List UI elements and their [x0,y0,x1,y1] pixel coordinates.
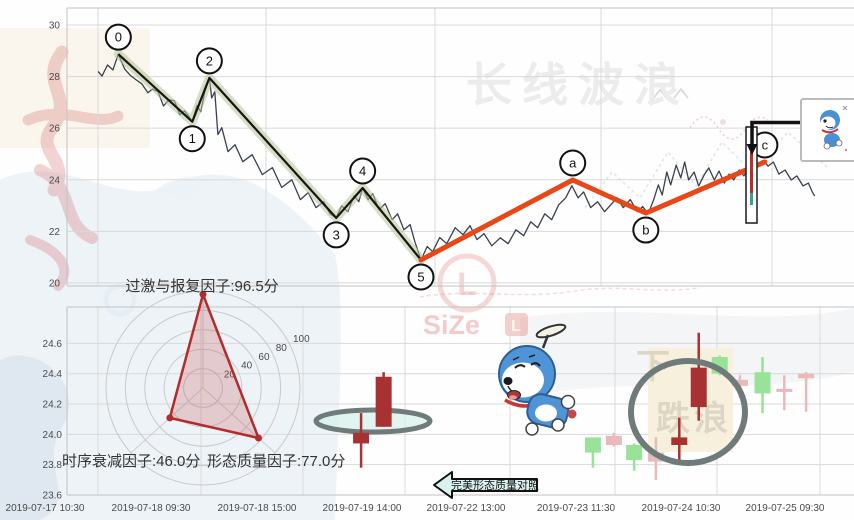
y-axis-tick-label: 23.6 [43,491,63,502]
y-axis-tick-label: 30 [49,21,61,32]
candle-body [755,372,771,393]
pattern-quality-factor-label: 形态质量因子:77.0分 [207,453,345,470]
wave-label-text: 1 [189,131,196,146]
y-axis-tick-label: 24 [49,175,61,186]
ellipse-annotation [316,410,430,432]
wave-label-text: 2 [206,53,213,68]
y-axis-tick-label: 24.4 [43,369,63,380]
y-axis-tick-label: 24.2 [43,400,63,411]
wave-label-text: 0 [115,30,122,45]
radar-tick-label: 80 [276,343,288,354]
x-axis-tick-label: 2019-07-25 09:30 [746,503,825,514]
size-logo-letter: L [457,266,477,302]
candle-body [798,374,814,379]
radar-tick-label: 100 [293,334,310,345]
candle-body [585,437,601,452]
radar-vertex-dot [255,434,262,441]
y-axis-tick-label: 26 [49,124,61,135]
y-axis-tick-label: 24.6 [43,339,63,350]
overreaction-factor-label: 过激与报复因子:96.5分 [125,277,278,295]
y-axis-tick-label: 22 [49,227,61,238]
candle-body [671,437,687,445]
candle-body [626,445,642,460]
x-axis-tick-label: 2019-07-22 13:00 [427,503,506,514]
stock-wave-chart-page: 长线波浪 L SiZe L 20222426283023.623.824.024… [0,0,854,520]
x-axis-tick-label: 2019-07-19 14:00 [323,503,402,514]
candle-body [606,436,622,445]
y-axis-tick-label: 20 [49,278,61,289]
candle-body [376,377,392,427]
x-axis-tick-label: 2019-07-18 15:00 [218,503,297,514]
wave-label-text: 5 [417,269,424,284]
wave-label-text: b [642,223,649,238]
candle-body [691,368,707,407]
y-axis-tick-label: 24.0 [43,430,63,441]
wave-label-text: 3 [333,227,340,242]
x-axis-tick-label: 2019-07-23 11:30 [537,503,616,514]
mascot-thumbnail [801,99,854,161]
compare-button-label: 完美形态质量对照 [451,478,539,492]
wave-label-text: 4 [359,164,366,179]
radar-tick-label: 60 [258,352,270,363]
candle-body [353,433,369,444]
size-brand-text: SiZe [423,310,480,340]
chart-canvas: 长线波浪 L SiZe L 20222426283023.623.824.024… [0,0,854,520]
wave-label-text: a [569,156,577,171]
y-axis-tick-label: 23.8 [43,460,63,471]
x-axis-tick-label: 2019-07-18 09:30 [112,503,191,514]
x-axis-tick-label: 2019-07-17 10:30 [6,503,85,514]
x-axis-tick-label: 2019-07-24 10:30 [642,503,721,514]
y-axis-tick-label: 28 [49,72,61,83]
wave-label-text: c [762,137,769,152]
candle-body [776,389,792,392]
radar-tick-label: 40 [241,361,253,372]
title-watermark: 长线波浪 [466,59,690,111]
time-decay-factor-label: 时序衰减因子:46.0分 [62,453,200,470]
size-block-letter: L [511,318,521,335]
radar-vertex-dot [166,414,173,421]
